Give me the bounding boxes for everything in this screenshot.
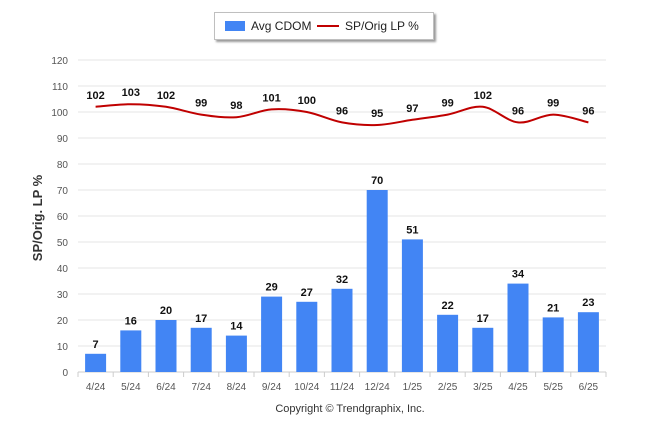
line-data-label: 99 [547, 98, 559, 110]
bar [366, 190, 388, 372]
x-tick-label: 6/24 [156, 382, 176, 393]
bar-data-label: 21 [547, 302, 559, 314]
line-data-label: 100 [298, 95, 316, 107]
bar [296, 301, 318, 372]
bar [401, 239, 423, 372]
legend-swatch-bar [225, 21, 245, 31]
x-tick-label: 11/24 [330, 382, 355, 393]
y-tick-label: 40 [57, 264, 69, 275]
bar [190, 327, 212, 372]
x-tick-label: 6/25 [579, 382, 599, 393]
line-data-label: 96 [512, 105, 524, 117]
bar-data-label: 51 [406, 224, 418, 236]
y-tick-label: 10 [57, 342, 69, 353]
legend-label-sp-orig-lp: SP/Orig LP % [345, 19, 419, 33]
x-tick-label: 2/25 [438, 382, 458, 393]
bar-data-label: 14 [230, 321, 243, 333]
bar [155, 320, 177, 372]
bar-data-labels: 7 16 20 17 14 29 27 32 70 51 22 17 34 21 23 [93, 175, 595, 351]
legend-item-sp-orig-lp[interactable]: SP/Orig LP % [317, 19, 419, 33]
y-tick-label: 30 [57, 290, 69, 301]
copyright-text: Copyright © Trendgraphix, Inc. [275, 403, 425, 415]
x-tick-label: 1/25 [403, 382, 423, 393]
bar-data-label: 32 [336, 274, 348, 286]
line-data-label: 98 [230, 100, 242, 112]
bar-data-label: 23 [582, 297, 594, 309]
bar-data-label: 29 [265, 282, 277, 294]
series-line [95, 103, 589, 127]
legend-swatch-line [317, 25, 339, 27]
bar-data-label: 70 [371, 175, 383, 187]
x-tick-label: 5/24 [121, 382, 141, 393]
y-tick-label: 110 [52, 82, 68, 93]
line-data-label: 102 [474, 90, 492, 102]
y-tick-label: 60 [57, 212, 69, 223]
y-axis-ticks: 0 10 20 30 40 50 60 70 80 90 100 110 120 [51, 56, 68, 379]
bar-data-label: 27 [301, 287, 313, 299]
line-data-label: 102 [86, 90, 104, 102]
y-tick-label: 20 [57, 316, 69, 327]
y-tick-label: 0 [62, 368, 68, 379]
y-tick-label: 100 [51, 108, 68, 119]
bar-data-label: 34 [512, 269, 525, 281]
bar [577, 312, 599, 372]
y-tick-label: 90 [57, 134, 69, 145]
bar [542, 317, 564, 372]
x-tick-label: 4/25 [508, 382, 528, 393]
bar [507, 283, 529, 372]
bar-data-label: 16 [125, 315, 137, 327]
line-data-label: 99 [441, 98, 453, 110]
bar-data-label: 7 [93, 339, 99, 351]
x-tick-label: 7/24 [191, 382, 211, 393]
bar [331, 288, 353, 372]
line-series-sp-orig-lp: 102 103 102 99 98 101 100 96 95 97 99 102 96 99 96 [86, 87, 595, 127]
bar-data-label: 17 [195, 313, 207, 325]
line-data-label: 99 [195, 98, 207, 110]
x-tick-label: 9/24 [262, 382, 282, 393]
bar-data-label: 20 [160, 305, 172, 317]
legend-label-avg-cdom: Avg CDOM [251, 19, 312, 33]
bar [472, 327, 494, 372]
x-tick-label: 4/24 [86, 382, 106, 393]
legend-item-avg-cdom[interactable]: Avg CDOM [225, 19, 311, 33]
line-data-label: 101 [262, 92, 280, 104]
x-tick-label: 3/25 [473, 382, 493, 393]
bar [85, 353, 107, 372]
x-tick-label: 8/24 [227, 382, 247, 393]
legend: Avg CDOM SP/Orig LP % [214, 12, 434, 40]
bar [261, 296, 283, 372]
y-axis-label: SP/Orig. LP % [30, 174, 45, 261]
bar-data-label: 17 [477, 313, 489, 325]
line-data-label: 96 [336, 105, 348, 117]
x-tick-label: 10/24 [294, 382, 319, 393]
y-tick-label: 50 [57, 238, 69, 249]
line-data-label: 102 [157, 90, 175, 102]
bar-data-label: 22 [441, 300, 453, 312]
line-data-label: 95 [371, 108, 383, 120]
y-tick-label: 120 [51, 56, 68, 67]
bar [437, 314, 459, 372]
bar [225, 335, 247, 372]
line-data-label: 96 [582, 105, 594, 117]
y-tick-label: 70 [57, 186, 69, 197]
line-data-label: 103 [122, 87, 140, 99]
bar-series-avg-cdom [85, 190, 599, 372]
bar [120, 330, 142, 372]
line-data-label: 97 [406, 103, 418, 115]
x-tick-label: 5/25 [543, 382, 563, 393]
x-tick-label: 12/24 [365, 382, 390, 393]
x-axis-ticks: 4/24 5/24 6/24 7/24 8/24 9/24 10/24 11/24 12/24 1… [77, 372, 607, 393]
y-tick-label: 80 [57, 160, 69, 171]
